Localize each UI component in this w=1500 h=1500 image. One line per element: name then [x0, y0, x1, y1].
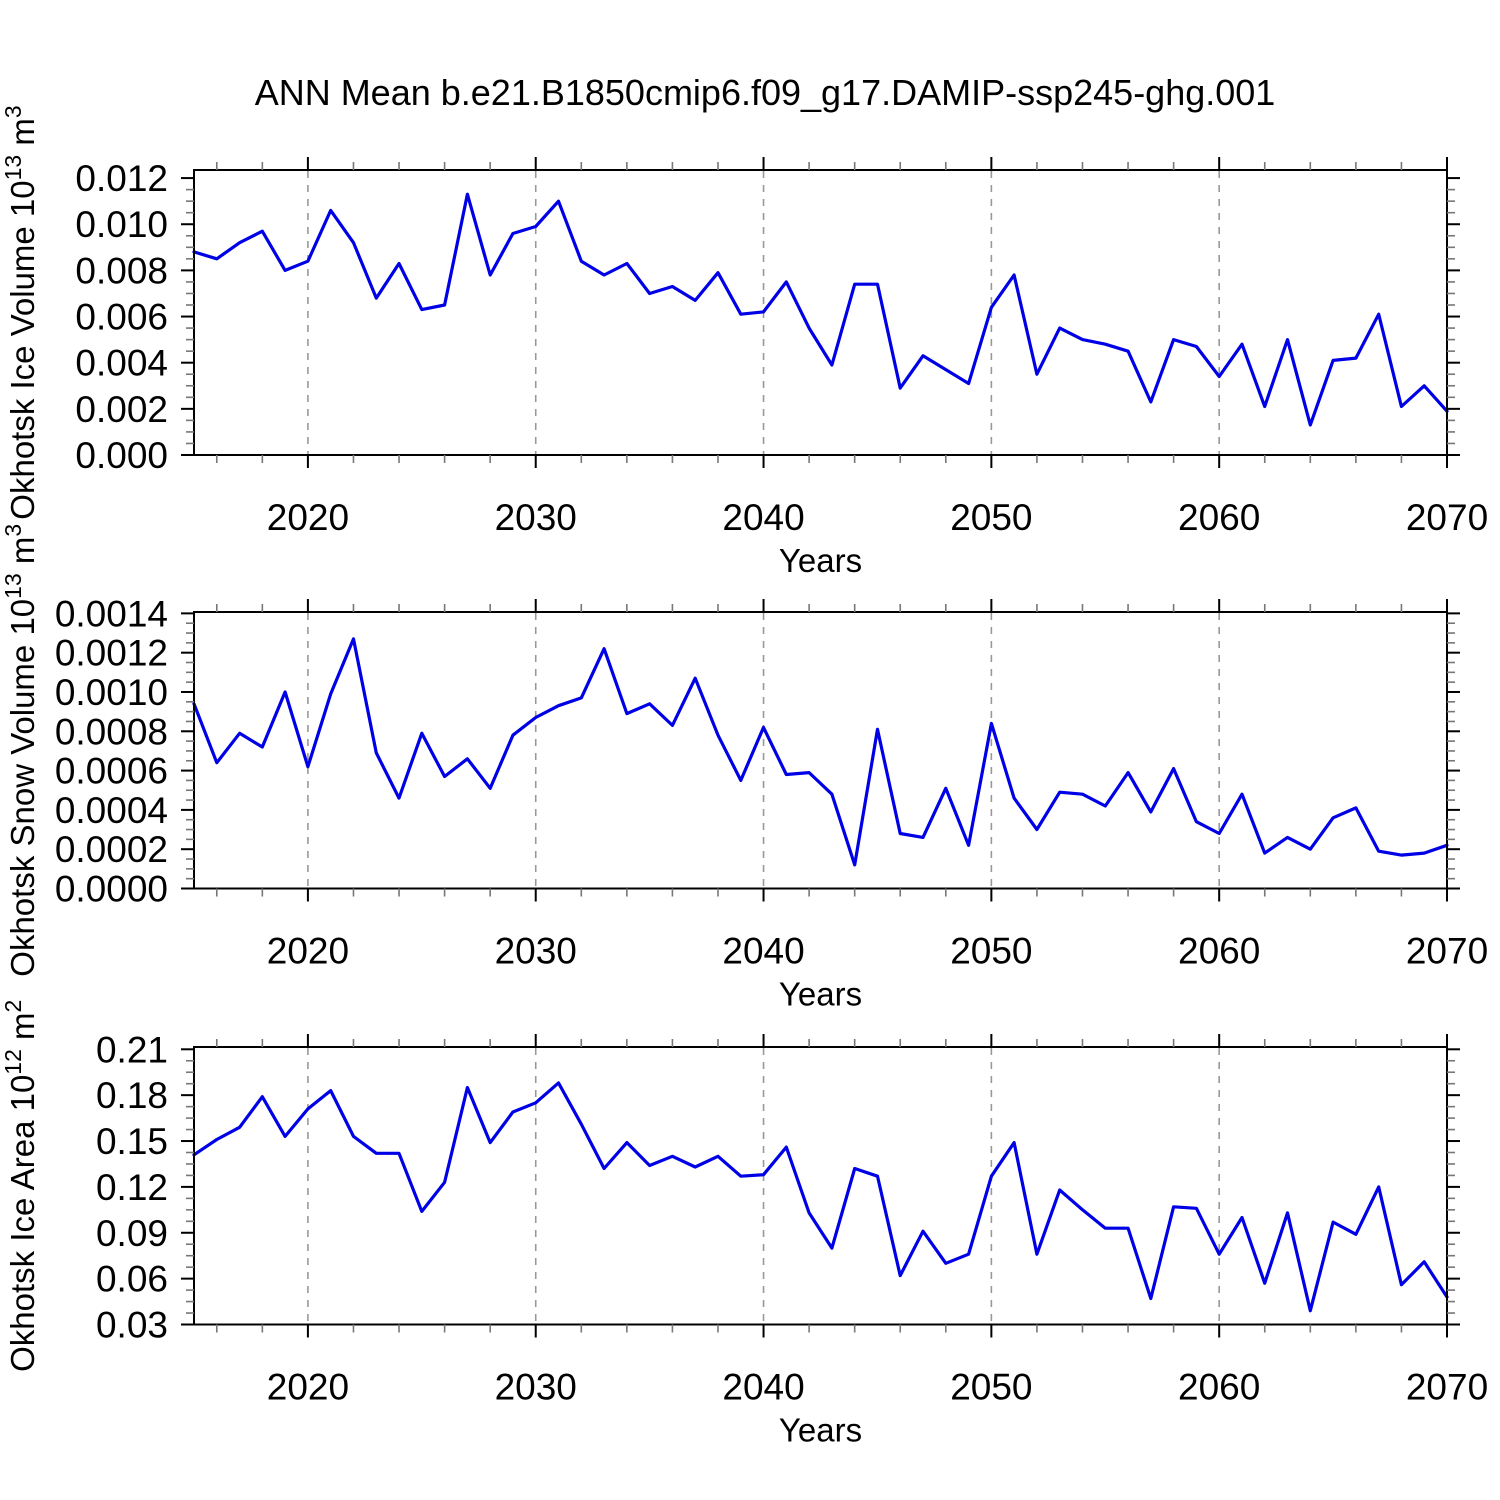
x-tick-label: 2060 — [1178, 1367, 1260, 1408]
x-tick-label: 2030 — [495, 497, 577, 538]
x-tick-label: 2040 — [722, 497, 804, 538]
x-tick-label: 2070 — [1406, 1367, 1488, 1408]
x-tick-label: 2040 — [722, 1367, 804, 1408]
x-tick-label: 2020 — [267, 1367, 349, 1408]
y-tick-label: 0.0002 — [55, 829, 168, 870]
chart-title: ANN Mean b.e21.B1850cmip6.f09_g17.DAMIP-… — [254, 72, 1276, 113]
y-axis-title-okhotsk-ice-volume: Okhotsk Ice Volume 1013 m3 — [0, 105, 41, 519]
panel-okhotsk-ice-volume: 0.000 0.002 0.004 0.006 0.008 0.010 0.012 2020 2… — [0, 105, 1488, 579]
y-tick-label: 0.0000 — [55, 869, 168, 910]
plot-frame — [193, 611, 1448, 890]
x-tick-label: 2020 — [267, 497, 349, 538]
y-tick-label: 0.008 — [75, 250, 168, 291]
y-tick-label: 0.21 — [96, 1029, 168, 1070]
x-tick-label: 2060 — [1178, 497, 1260, 538]
y-tick-label: 0.18 — [96, 1075, 168, 1116]
x-tick-label: 2060 — [1178, 931, 1260, 972]
y-tick-label: 0.006 — [75, 297, 168, 338]
plot-frame — [193, 169, 1448, 456]
x-tick-label: 2070 — [1406, 497, 1488, 538]
panel-okhotsk-ice-area: 0.03 0.06 0.09 0.12 0.15 0.18 0.21 2020 2030 2040… — [0, 1000, 1488, 1449]
y-tick-label: 0.0004 — [55, 790, 168, 831]
y-tick-label: 0.010 — [75, 204, 168, 245]
x-tick-label: 2050 — [950, 1367, 1032, 1408]
plot-frame — [193, 1046, 1448, 1326]
y-tick-label: 0.000 — [75, 435, 168, 476]
y-tick-label: 0.002 — [75, 389, 168, 430]
series-line-okhotsk-ice-area — [192, 1081, 1449, 1313]
y-tick-label: 0.0012 — [55, 633, 168, 674]
y-axis-title-okhotsk-ice-area: Okhotsk Ice Area 1012 m2 — [0, 1000, 41, 1372]
y-tick-label: 0.09 — [96, 1213, 168, 1254]
y-tick-label: 0.0010 — [55, 672, 168, 713]
y-tick-label: 0.06 — [96, 1259, 168, 1300]
x-tick-label: 2030 — [495, 1367, 577, 1408]
series-line-okhotsk-snow-volume — [192, 637, 1449, 867]
x-tick-label: 2040 — [722, 931, 804, 972]
x-tick-label: 2050 — [950, 497, 1032, 538]
x-tick-label: 2050 — [950, 931, 1032, 972]
x-tick-label: 2030 — [495, 931, 577, 972]
x-tick-label: 2070 — [1406, 931, 1488, 972]
y-tick-label: 0.0008 — [55, 711, 168, 752]
x-axis-title-okhotsk-ice-volume: Years — [779, 542, 862, 579]
y-tick-label: 0.15 — [96, 1121, 168, 1162]
x-axis-title-okhotsk-ice-area: Years — [779, 1412, 862, 1449]
y-tick-label: 0.03 — [96, 1305, 168, 1346]
y-tick-label: 0.004 — [75, 343, 168, 384]
y-tick-label: 0.012 — [75, 158, 168, 199]
panel-okhotsk-snow-volume: 0.00000.00020.00040.00060.00080.00100.00… — [0, 524, 1488, 1013]
y-tick-label: 0.0006 — [55, 751, 168, 792]
y-tick-label: 0.0014 — [55, 593, 168, 634]
y-tick-label: 0.12 — [96, 1167, 168, 1208]
x-tick-label: 2020 — [267, 931, 349, 972]
series-line-okhotsk-ice-volume — [192, 192, 1449, 427]
x-axis-title-okhotsk-snow-volume: Years — [779, 976, 862, 1013]
y-axis-title-okhotsk-snow-volume: Okhotsk Snow Volume 1013 m3 — [0, 524, 41, 977]
